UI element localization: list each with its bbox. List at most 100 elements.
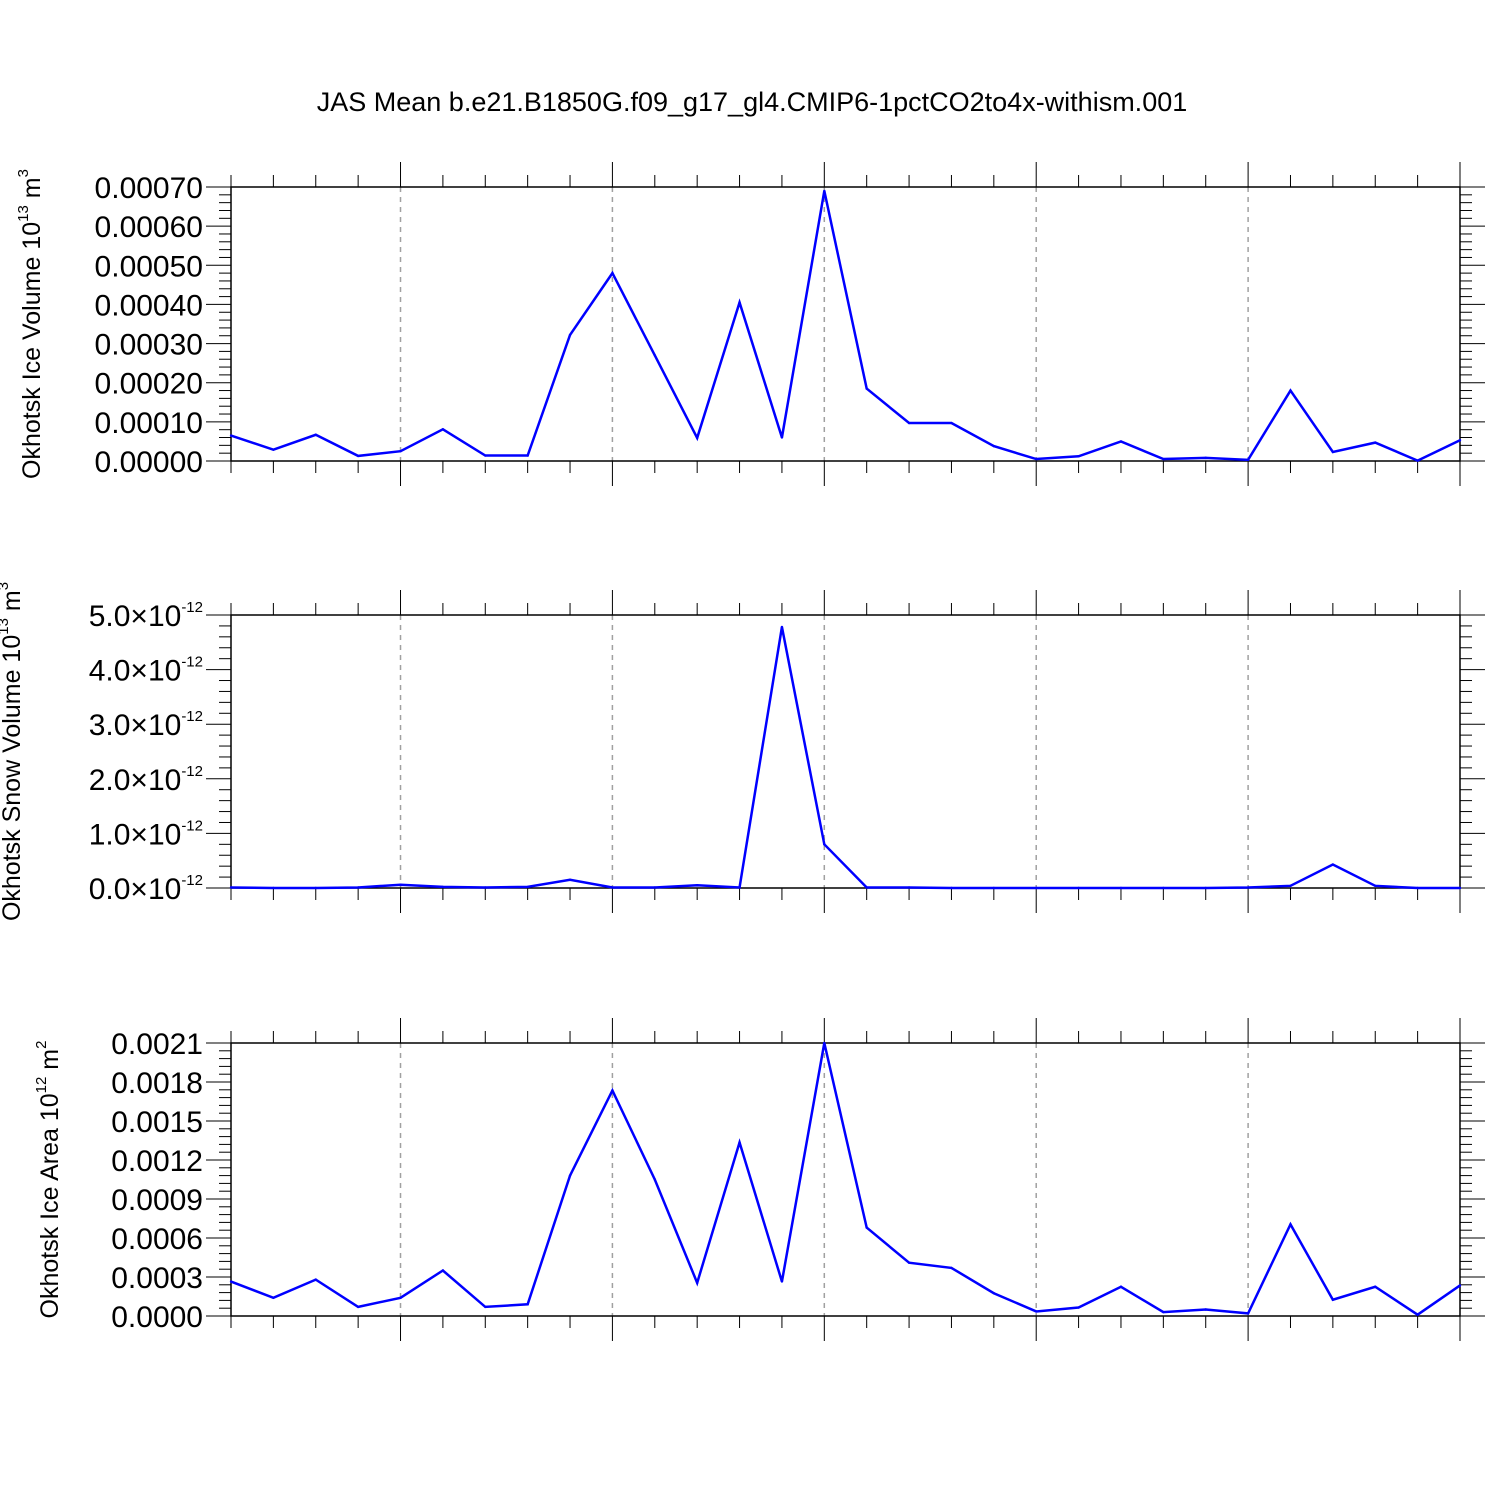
- data-point: [1374, 884, 1377, 888]
- data-point: [1289, 884, 1292, 888]
- data-point: [1035, 1310, 1038, 1313]
- data-point: [272, 1296, 275, 1300]
- data-point: [1162, 457, 1165, 461]
- data-point: [611, 886, 614, 889]
- data-point: [441, 885, 445, 889]
- data-point: [1077, 886, 1080, 890]
- data-point: [314, 1278, 317, 1281]
- series-line: [230, 1042, 1461, 1317]
- plot-frame: [230, 1042, 1461, 1317]
- data-point: [272, 886, 275, 890]
- data-point: [653, 1178, 656, 1181]
- data-point: [1458, 439, 1462, 442]
- series-line: [230, 626, 1460, 890]
- data-point: [1331, 450, 1335, 454]
- y-axis-label: Okhotsk Ice Area 1012 m2: [33, 1041, 64, 1319]
- data-point: [1035, 886, 1038, 890]
- data-point: [823, 189, 826, 193]
- y-axis-label: Okhotsk Snow Volume 1013 m3: [0, 582, 26, 921]
- y-tick-label: 0.00000: [95, 446, 203, 479]
- data-point: [568, 878, 572, 882]
- y-tick-label: 0.0003: [111, 1262, 203, 1295]
- chart-title: JAS Mean b.e21.B1850G.f09_g17_gl4.CMIP6-…: [317, 87, 1188, 117]
- y-tick-label: 0.00070: [95, 172, 203, 205]
- data-point: [484, 1305, 487, 1309]
- data-point: [1119, 1285, 1123, 1288]
- y-tick-label: 0.00030: [95, 329, 203, 362]
- y-tick-label: 4.0×10-12: [89, 654, 203, 688]
- data-point: [992, 886, 996, 890]
- data-point: [568, 1174, 572, 1177]
- data-point: [1246, 886, 1250, 889]
- data-point: [1374, 1285, 1377, 1288]
- data-point: [865, 1226, 868, 1229]
- data-point: [229, 434, 233, 437]
- y-tick-label: 0.00020: [95, 368, 203, 401]
- y-tick-label: 0.0012: [111, 1145, 203, 1178]
- series-line: [230, 190, 1461, 462]
- data-point: [1204, 456, 1207, 460]
- panel-1: 0.00000 0.00010 0.00020 0.00030 0.00040 0.000…: [15, 162, 1485, 486]
- data-point: [272, 448, 275, 451]
- data-point: [1162, 1310, 1165, 1314]
- data-point: [1416, 1313, 1419, 1316]
- y-tick-label: 0.0000: [111, 1301, 203, 1334]
- data-point: [823, 1041, 826, 1045]
- data-point: [1458, 886, 1462, 890]
- data-point: [1204, 886, 1207, 890]
- data-point: [399, 1296, 402, 1300]
- y-tick-label: 0.0015: [111, 1106, 203, 1139]
- data-point: [314, 886, 317, 890]
- data-point: [1077, 1306, 1080, 1309]
- data-point: [356, 1305, 360, 1309]
- data-point: [441, 1269, 445, 1272]
- data-point: [950, 421, 953, 425]
- data-point: [611, 271, 614, 275]
- data-point: [950, 1266, 953, 1270]
- data-point: [1077, 455, 1080, 458]
- data-point: [526, 885, 529, 889]
- data-point: [568, 333, 572, 337]
- data-point: [907, 886, 911, 889]
- data-point: [611, 1089, 614, 1092]
- data-point: [780, 1280, 784, 1283]
- data-point: [526, 1303, 529, 1306]
- data-point: [356, 454, 360, 458]
- data-point: [695, 1281, 699, 1285]
- y-tick-label: 2.0×10-12: [89, 763, 203, 797]
- data-point: [780, 436, 784, 439]
- plot-frame: [230, 186, 1461, 462]
- data-point: [441, 428, 445, 431]
- y-tick-label: 0.00050: [95, 250, 203, 283]
- y-tick-label: 0.0×10-12: [89, 872, 203, 906]
- data-point: [1035, 457, 1038, 461]
- data-point: [950, 886, 953, 890]
- data-point: [1416, 886, 1419, 890]
- data-point: [1331, 863, 1335, 866]
- data-point: [229, 1280, 233, 1283]
- data-point: [526, 454, 529, 457]
- y-tick-label: 0.0021: [111, 1028, 203, 1061]
- data-point: [695, 884, 699, 887]
- panel-2: 0.0×10-12 1.0×10-12 2.0×10-12 3.0×10-12 4.0×…: [0, 582, 1485, 921]
- data-point: [653, 354, 656, 357]
- data-point: [356, 886, 360, 889]
- data-point: [865, 886, 868, 889]
- y-tick-label: 0.00040: [95, 289, 203, 322]
- y-tick-label: 3.0×10-12: [89, 708, 203, 742]
- data-point: [780, 625, 784, 629]
- panel-3: 0.0000 0.0003 0.0006 0.0009 0.0012 0.0015 0.00…: [33, 1018, 1485, 1341]
- data-point: [992, 444, 996, 448]
- data-point: [865, 387, 868, 390]
- data-point: [1246, 1312, 1250, 1315]
- data-point: [484, 454, 487, 457]
- data-point: [229, 886, 233, 889]
- data-point: [484, 886, 487, 889]
- y-tick-label: 0.0009: [111, 1184, 203, 1217]
- data-point: [1458, 1284, 1462, 1287]
- data-point: [907, 421, 911, 425]
- data-point: [1246, 458, 1250, 462]
- data-point: [1374, 441, 1377, 444]
